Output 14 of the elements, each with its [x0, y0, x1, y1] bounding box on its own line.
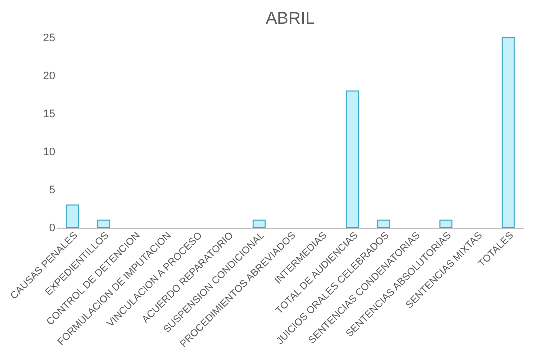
- y-tick-label: 10: [43, 146, 56, 158]
- y-tick-label: 0: [49, 222, 56, 234]
- chart-title: ABRIL: [266, 9, 316, 28]
- y-tick-label: 25: [43, 32, 56, 44]
- y-tick-label: 5: [49, 184, 56, 196]
- bar: [252, 220, 266, 228]
- bar: [502, 38, 515, 228]
- bar: [346, 90, 360, 228]
- bar: [66, 204, 80, 228]
- y-tick-label: 20: [43, 70, 56, 82]
- bar: [377, 220, 390, 228]
- bar: [440, 220, 453, 228]
- bar: [97, 220, 110, 228]
- y-tick-label: 15: [43, 108, 56, 120]
